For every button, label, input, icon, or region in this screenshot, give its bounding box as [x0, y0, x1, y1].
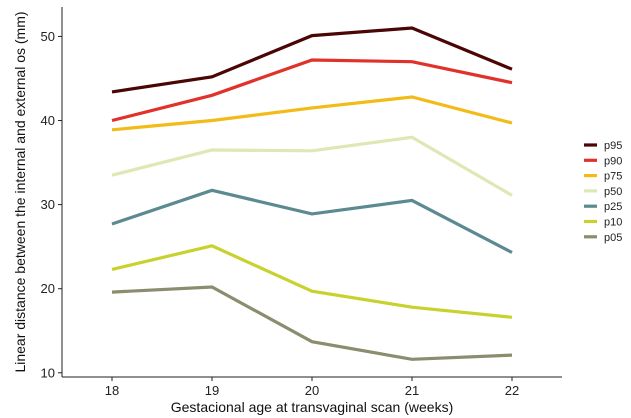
legend: p95 p90 p75 p50 p25 p10 p05	[584, 140, 622, 244]
y-tick-label: 50	[41, 29, 55, 44]
series-lines	[111, 26, 513, 361]
series-line-p50	[111, 135, 513, 197]
y-axis-ticks: 10 20 30 40 50	[41, 29, 62, 380]
series-line-p75	[111, 95, 513, 132]
legend-label-p75: p75	[604, 171, 622, 183]
x-tick-label: 21	[405, 383, 419, 398]
legend-label-p50: p50	[604, 186, 622, 198]
legend-label-p05: p05	[604, 232, 622, 244]
y-tick-label: 40	[41, 113, 55, 128]
series-line-p25	[111, 188, 513, 254]
series-line-p95	[111, 26, 513, 94]
x-tick-label: 19	[205, 383, 219, 398]
y-tick-label: 10	[41, 365, 55, 380]
axes: 10 20 30 40 50 18 19 20 21 22	[41, 7, 562, 398]
x-axis-ticks: 18 19 20 21 22	[105, 377, 519, 398]
y-axis-title: Linear distance between the internal and…	[12, 11, 28, 372]
y-tick-label: 30	[41, 197, 55, 212]
x-tick-label: 18	[105, 383, 119, 398]
series-line-p10	[111, 244, 513, 319]
series-line-p90	[111, 58, 513, 123]
x-tick-label: 20	[305, 383, 319, 398]
y-tick-label: 20	[41, 281, 55, 296]
series-line-p05	[111, 285, 513, 361]
x-tick-label: 22	[505, 383, 519, 398]
legend-label-p10: p10	[604, 217, 622, 229]
legend-label-p95: p95	[604, 140, 622, 152]
x-axis-title: Gestacional age at transvaginal scan (we…	[171, 399, 453, 415]
legend-label-p90: p90	[604, 155, 622, 167]
legend-label-p25: p25	[604, 201, 622, 213]
